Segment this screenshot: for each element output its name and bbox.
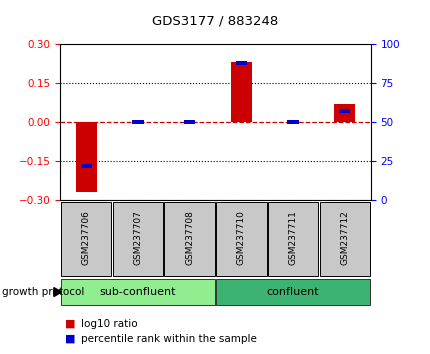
Text: sub-confluent: sub-confluent: [99, 287, 176, 297]
Bar: [287, 120, 298, 124]
FancyBboxPatch shape: [112, 201, 163, 276]
Polygon shape: [54, 287, 61, 297]
Bar: [338, 109, 350, 113]
Text: GSM237710: GSM237710: [237, 210, 245, 265]
Bar: [76, 122, 96, 192]
FancyBboxPatch shape: [164, 201, 215, 276]
FancyBboxPatch shape: [267, 201, 318, 276]
FancyBboxPatch shape: [215, 279, 369, 305]
Text: GSM237711: GSM237711: [288, 210, 297, 265]
FancyBboxPatch shape: [215, 201, 266, 276]
Bar: [80, 164, 92, 168]
Text: percentile rank within the sample: percentile rank within the sample: [81, 334, 256, 344]
FancyBboxPatch shape: [61, 279, 215, 305]
Bar: [132, 120, 143, 124]
Text: confluent: confluent: [266, 287, 319, 297]
Text: GDS3177 / 883248: GDS3177 / 883248: [152, 14, 278, 27]
Text: log10 ratio: log10 ratio: [81, 319, 137, 329]
Bar: [235, 61, 246, 65]
Text: GSM237706: GSM237706: [82, 210, 90, 265]
Bar: [334, 104, 354, 122]
FancyBboxPatch shape: [319, 201, 369, 276]
Text: GSM237712: GSM237712: [340, 210, 348, 265]
Text: ■: ■: [64, 319, 75, 329]
Bar: [230, 62, 251, 122]
Text: GSM237707: GSM237707: [133, 210, 142, 265]
Bar: [184, 120, 195, 124]
Text: growth protocol: growth protocol: [2, 287, 84, 297]
FancyBboxPatch shape: [61, 201, 111, 276]
Text: GSM237708: GSM237708: [185, 210, 194, 265]
Text: ■: ■: [64, 334, 75, 344]
